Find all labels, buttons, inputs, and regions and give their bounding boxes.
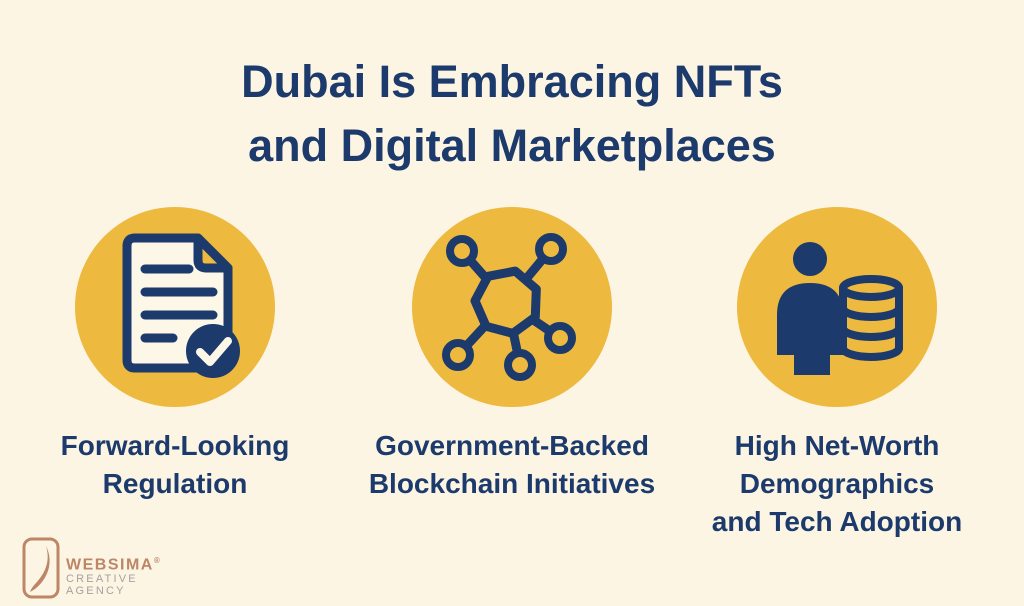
logo-subtitle-line: AGENCY [66, 585, 126, 598]
person-coins-icon [777, 242, 903, 375]
feature-label: Government-Backed Blockchain Initiatives [346, 427, 678, 503]
feature-forward-looking-regulation: Forward-Looking Regulation [20, 207, 330, 503]
feature-high-net-worth: High Net-Worth Demographics and Tech Ado… [672, 207, 1002, 541]
feature-label-line: Demographics [739, 468, 935, 499]
title-line-1: Dubai Is Embracing NFTs [241, 56, 783, 107]
feature-icon-circle [75, 207, 275, 407]
logo-subtitle-line: CREATIVE [66, 573, 138, 586]
logo-brand-name: WEBSIMA® [66, 553, 161, 573]
page-title: Dubai Is Embracing NFTs and Digital Mark… [0, 0, 1024, 178]
feature-label-line: Forward-Looking [60, 430, 290, 461]
feature-label-line: Government-Backed [375, 430, 649, 461]
feature-label-line: High Net-Worth [734, 430, 940, 461]
feature-label-line: Blockchain Initiatives [368, 468, 656, 499]
feature-icon-circle [412, 207, 612, 407]
feature-government-backed-blockchain: Government-Backed Blockchain Initiatives [346, 207, 678, 503]
websima-logo-mark [22, 537, 60, 599]
logo-brand-word: WEBSIMA [66, 556, 154, 574]
feature-label: Forward-Looking Regulation [20, 427, 330, 503]
feature-icon-circle [737, 207, 937, 407]
feature-label: High Net-Worth Demographics and Tech Ado… [672, 427, 1002, 541]
feature-label-line: Regulation [102, 468, 248, 499]
title-line-2: and Digital Marketplaces [248, 120, 776, 171]
network-nodes-icon [442, 233, 576, 381]
document-check-icon [122, 233, 240, 378]
websima-logo-text: WEBSIMA® CREATIVE AGENCY [66, 537, 161, 597]
registered-trademark-symbol: ® [153, 556, 162, 565]
websima-logo: WEBSIMA® CREATIVE AGENCY [22, 537, 161, 599]
feature-label-line: and Tech Adoption [711, 506, 963, 537]
